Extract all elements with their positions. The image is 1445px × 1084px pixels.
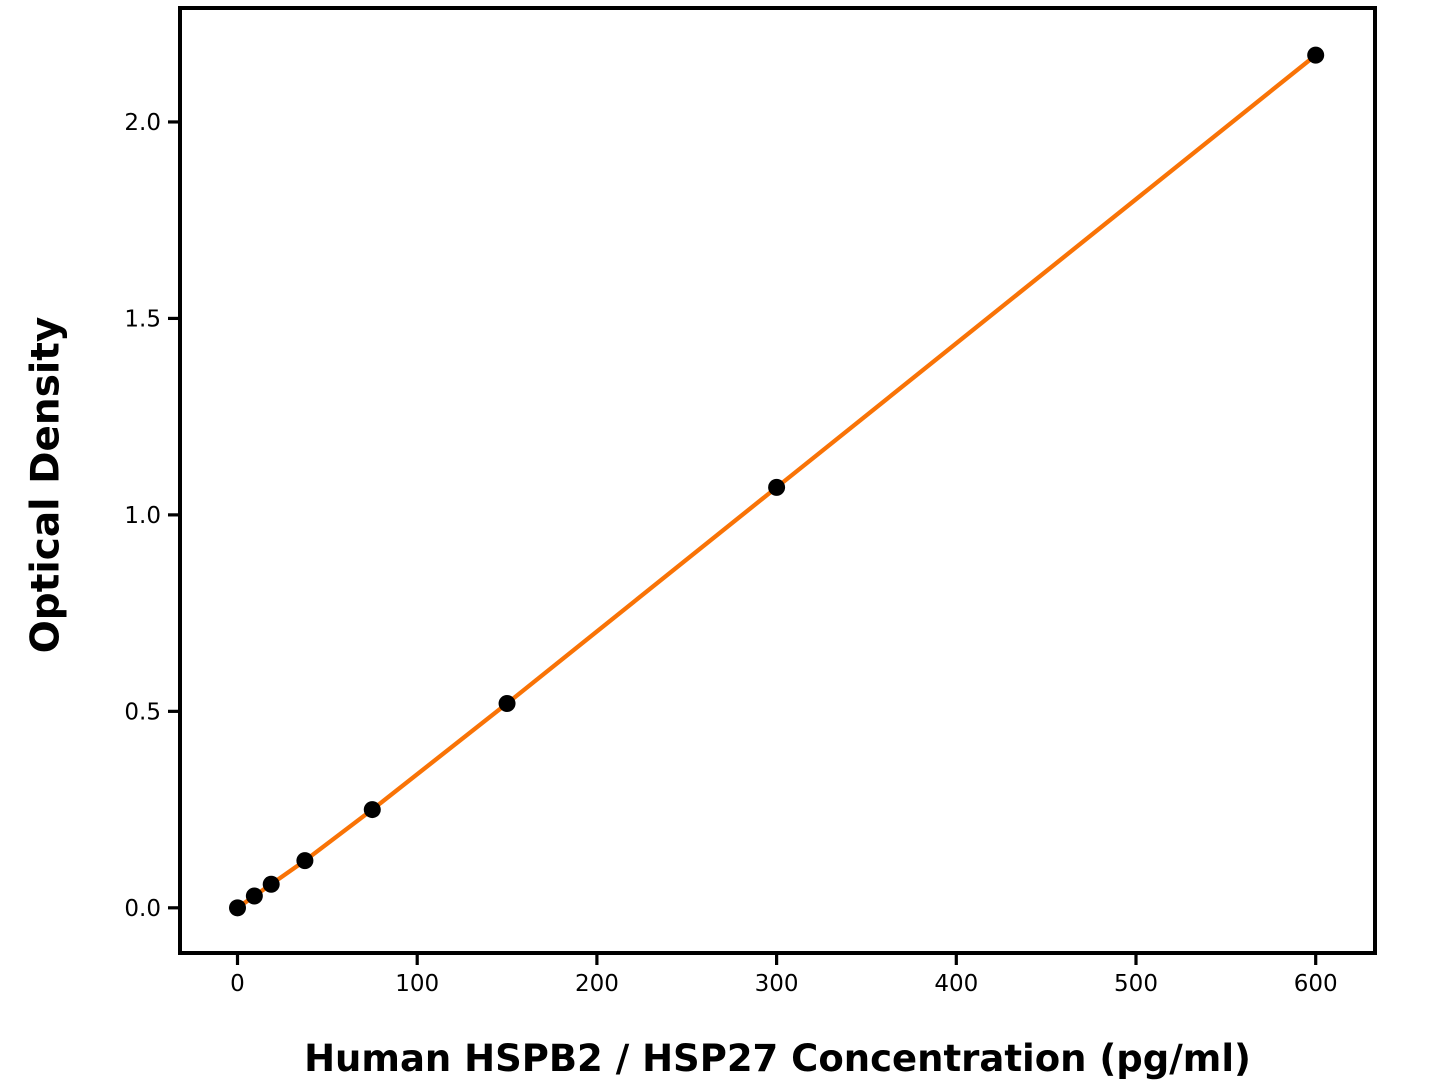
y-axis-tick-label: 1.5 [124,306,161,332]
data-point [229,899,247,917]
data-point [1307,46,1325,64]
plot-border-spines [178,6,1377,955]
x-axis-title: Human HSPB2 / HSP27 Concentration (pg/ml… [304,1037,1251,1080]
y-axis-tick-label: 0.0 [124,896,161,922]
x-axis-tick-label: 600 [1294,971,1338,997]
data-point [296,852,314,870]
data-point [363,801,381,819]
x-axis-tick-label: 300 [755,971,799,997]
y-axis-tick-label: 0.5 [124,699,161,725]
x-axis-tick-label: 100 [395,971,439,997]
x-axis-tick-label: 200 [575,971,619,997]
data-point [498,694,516,712]
data-point [245,887,263,905]
data-point [262,875,280,893]
y-axis-tick-label: 1.0 [124,503,161,529]
x-axis-tick-label: 500 [1114,971,1158,997]
x-axis-tick-label: 0 [230,971,245,997]
y-axis-tick-label: 2.0 [124,110,161,136]
x-axis-tick-label: 400 [934,971,978,997]
data-point [768,478,786,496]
y-axis-title: Optical Density [23,316,69,654]
